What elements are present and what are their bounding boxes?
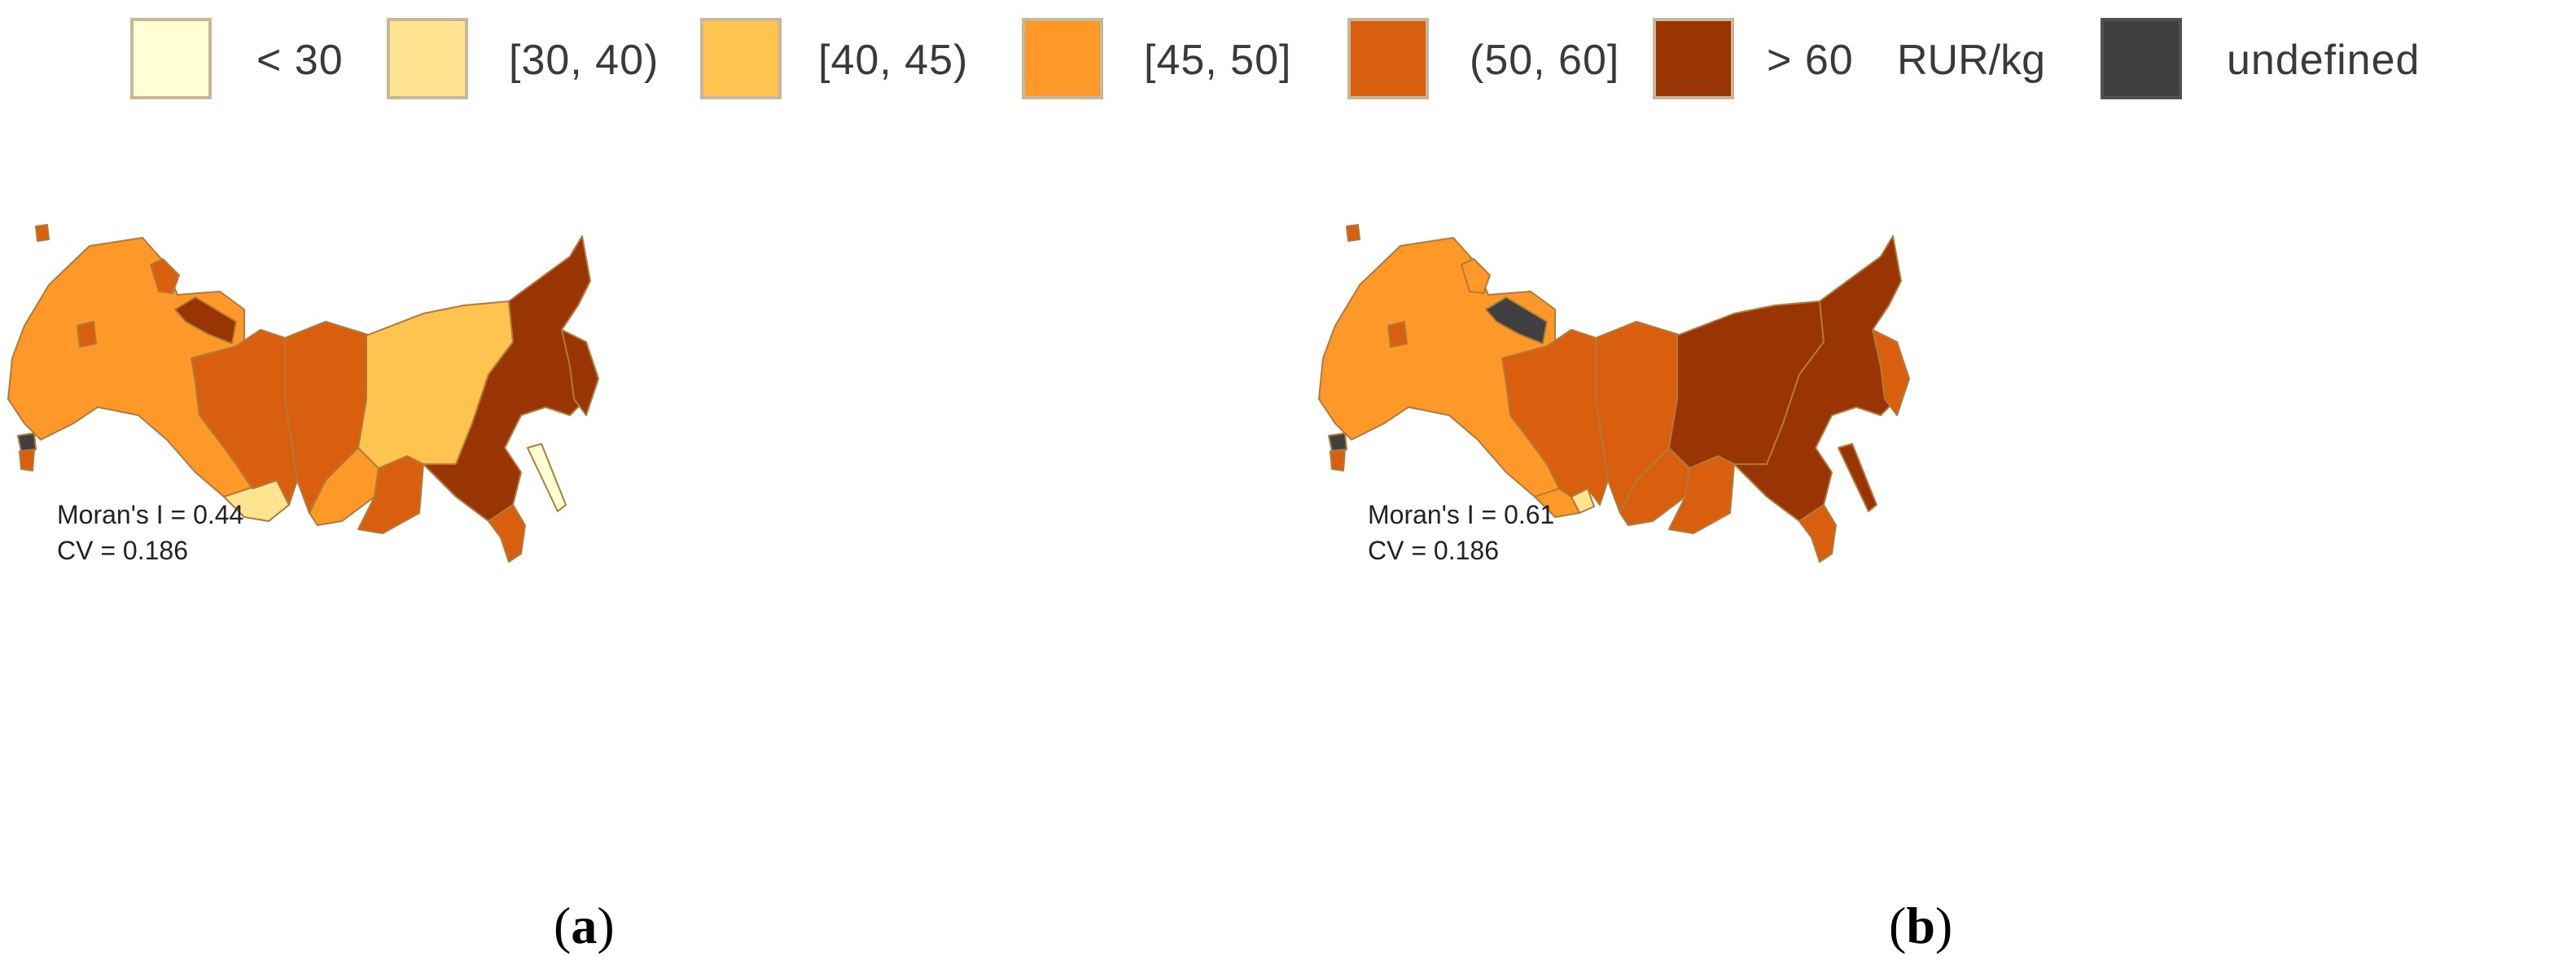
region-kaliningrad	[35, 224, 50, 242]
caption-a: (a)	[554, 897, 615, 954]
legend-label: [45, 50]	[1144, 37, 1292, 84]
morans-i-label: Moran's I = 0.61	[1368, 500, 1555, 529]
region-kamchatka	[561, 329, 599, 416]
legend-label: > 60	[1767, 37, 1854, 84]
legend-swatch	[700, 18, 782, 99]
caption-letter: b	[1906, 897, 1935, 954]
legend-swatch	[2101, 18, 2182, 99]
region-west-siberia	[1501, 329, 1609, 506]
region-nenets-undefined	[1485, 296, 1548, 344]
cv-label: CV = 0.186	[57, 536, 188, 565]
region-primorye	[1798, 504, 1837, 563]
region-moscow	[1387, 321, 1408, 348]
cv-label: CV = 0.186	[1368, 536, 1499, 565]
region-sakhalin	[1838, 443, 1877, 512]
map-panel-a: Moran's I = 0.44 CV = 0.186	[0, 155, 1286, 863]
region-kola	[1461, 258, 1491, 294]
region-west-siberia	[191, 329, 298, 506]
legend-label: [30, 40)	[509, 37, 659, 84]
region-primorye	[488, 504, 526, 563]
region-caucasus-south	[19, 449, 35, 471]
russia-map-b	[1318, 224, 1910, 563]
russia-map-a	[7, 224, 599, 563]
region-caucasus-undefined	[1328, 432, 1347, 452]
legend-label: (50, 60]	[1470, 37, 1620, 84]
region-ural	[1534, 488, 1580, 518]
legend-label: [40, 45)	[818, 37, 969, 84]
region-far-east	[1733, 235, 1902, 522]
legend-unit: RUR/kg	[1897, 37, 2046, 84]
region-caucasus-undefined	[17, 432, 37, 452]
region-caucasus-south	[1330, 449, 1346, 471]
legend-label: undefined	[2227, 37, 2420, 84]
map-panel-b: Moran's I = 0.61 CV = 0.186	[1311, 155, 2576, 863]
caption-letter: a	[571, 897, 598, 954]
legend-swatch	[1022, 18, 1103, 99]
legend-swatch	[387, 18, 468, 99]
morans-i-label: Moran's I = 0.44	[57, 500, 244, 529]
legend-swatch	[1653, 18, 1734, 99]
legend-swatch	[1347, 18, 1429, 99]
region-nenets	[174, 296, 237, 344]
region-kaliningrad	[1346, 224, 1360, 242]
region-kola	[150, 258, 180, 294]
map-legend: < 30 [30, 40) [40, 45) [45, 50] (50, 60]…	[0, 0, 2576, 122]
region-sakhalin	[527, 443, 567, 512]
legend-swatch	[130, 18, 212, 99]
legend-label: < 30	[256, 37, 344, 84]
region-far-east	[423, 235, 591, 522]
region-moscow	[77, 321, 97, 348]
region-kamchatka	[1872, 329, 1910, 416]
caption-b: (b)	[1889, 897, 1953, 954]
